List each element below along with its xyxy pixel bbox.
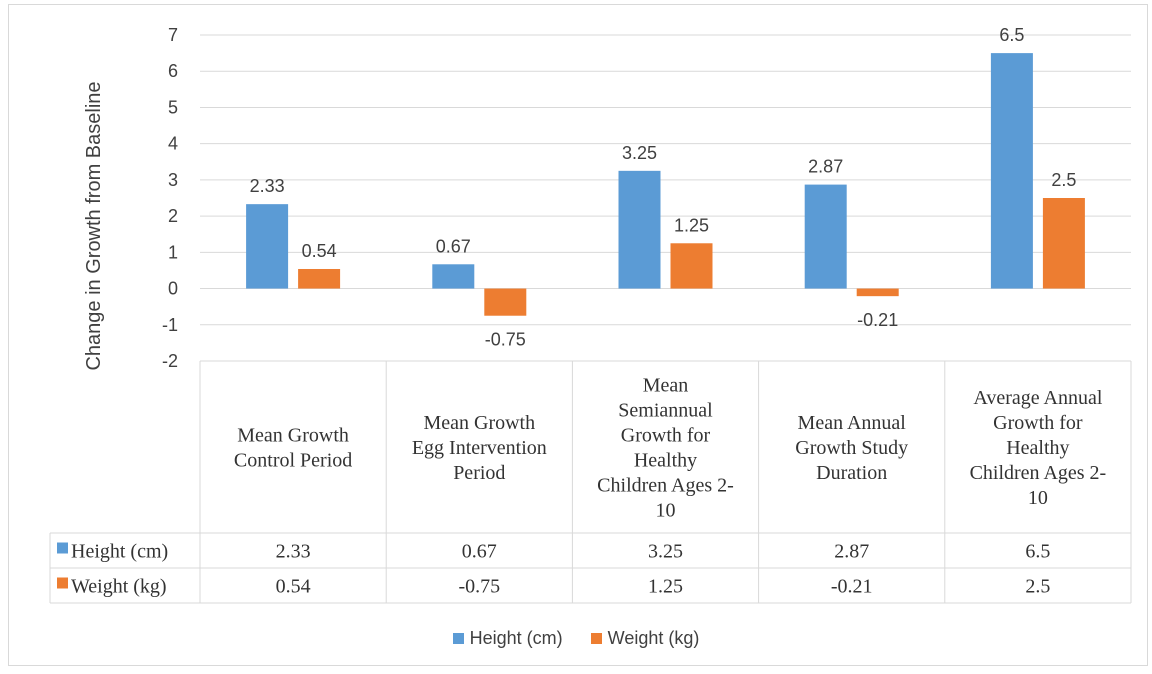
category-label-2: 10 [656, 500, 676, 522]
category-label-2: Healthy [634, 450, 697, 472]
bar-weight-0 [298, 268, 341, 289]
y-tick-label: 4 [168, 134, 178, 154]
bar-height-0 [246, 204, 289, 289]
table-cell-0-2: 3.25 [648, 541, 683, 563]
bar-height-4 [990, 53, 1033, 289]
y-tick-label: 3 [168, 170, 178, 190]
legend-swatch-weight [590, 632, 602, 644]
table-cell-0-1: 0.67 [462, 541, 497, 563]
y-tick-label: 5 [168, 97, 178, 117]
data-label-weight-0: 0.54 [302, 241, 337, 261]
legend-swatch-height [452, 632, 464, 644]
category-label-2: Semiannual [618, 400, 713, 422]
category-label-4: 10 [1028, 487, 1048, 509]
table-swatch-1 [57, 577, 68, 589]
bar-weight-3 [856, 288, 899, 297]
y-tick-label: 0 [168, 279, 178, 299]
table-cell-1-1: -0.75 [458, 576, 500, 598]
table-swatch-0 [57, 542, 68, 554]
category-label-3: Mean Annual [798, 412, 907, 434]
table-cell-0-4: 6.5 [1025, 541, 1050, 563]
chart-frame [8, 4, 1148, 666]
legend-label-height: Height (cm) [469, 627, 563, 648]
category-label-2: Growth for [621, 425, 711, 447]
data-label-height-3: 2.87 [808, 157, 843, 177]
y-axis-label: Change in Growth from Baseline [83, 81, 105, 370]
bar-height-3 [804, 184, 847, 289]
data-label-height-4: 6.5 [999, 25, 1024, 45]
y-tick-label: 7 [168, 25, 178, 45]
table-cell-1-4: 2.5 [1025, 576, 1050, 598]
data-label-weight-3: -0.21 [857, 310, 898, 330]
category-label-1: Mean Growth [423, 412, 535, 434]
bar-height-2 [618, 170, 661, 289]
category-label-4: Healthy [1006, 437, 1069, 459]
category-label-1: Egg Intervention [412, 437, 547, 459]
data-label-weight-2: 1.25 [674, 215, 709, 235]
bar-weight-2 [670, 243, 713, 289]
category-label-4: Children Ages 2- [970, 462, 1107, 484]
category-label-2: Mean [643, 375, 689, 397]
y-tick-label: -2 [162, 351, 178, 371]
data-label-weight-1: -0.75 [485, 330, 526, 350]
table-cell-1-2: 1.25 [648, 576, 683, 598]
category-label-1: Period [453, 462, 505, 484]
table-cell-1-3: -0.21 [831, 576, 873, 598]
legend-label-weight: Weight (kg) [607, 627, 700, 648]
table-cell-0-0: 2.33 [276, 541, 311, 563]
table-cell-1-0: 0.54 [276, 576, 311, 598]
category-label-0: Control Period [234, 450, 352, 472]
data-label-height-1: 0.67 [436, 236, 471, 256]
category-label-0: Mean Growth [237, 425, 349, 447]
legend-item-weight: Weight (kg) [590, 627, 700, 649]
bar-weight-4 [1042, 198, 1085, 289]
y-tick-label: 2 [168, 206, 178, 226]
category-label-4: Average Annual [973, 387, 1102, 409]
category-label-3: Duration [816, 462, 887, 484]
table-cell-0-3: 2.87 [834, 541, 869, 563]
legend: Height (cm) Weight (kg) [0, 626, 1152, 650]
legend-item-height: Height (cm) [452, 627, 563, 649]
category-label-2: Children Ages 2- [597, 475, 734, 497]
bar-height-1 [432, 264, 475, 289]
category-label-3: Growth Study [795, 437, 908, 459]
data-label-height-0: 2.33 [250, 176, 285, 196]
y-tick-label: -1 [162, 315, 178, 335]
table-series-label-0: Height (cm) [71, 541, 168, 563]
table-series-label-1: Weight (kg) [71, 576, 167, 598]
category-label-4: Growth for [993, 412, 1083, 434]
data-label-weight-4: 2.5 [1051, 170, 1076, 190]
y-tick-label: 6 [168, 61, 178, 81]
bar-weight-1 [484, 288, 527, 316]
y-tick-label: 1 [168, 242, 178, 262]
data-label-height-2: 3.25 [622, 143, 657, 163]
